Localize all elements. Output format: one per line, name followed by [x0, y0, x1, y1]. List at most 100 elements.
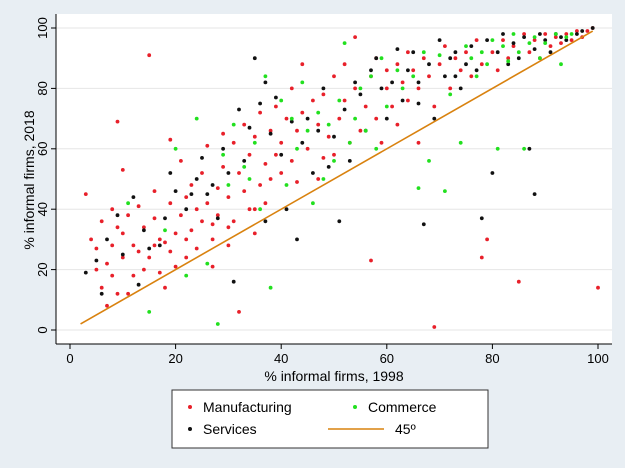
point-commerce-44 — [437, 53, 442, 58]
point-services-32 — [274, 95, 278, 100]
point-manufacturing-77 — [289, 159, 294, 163]
point-manufacturing-141 — [559, 41, 563, 45]
data-points — [83, 26, 600, 329]
point-commerce-52 — [485, 62, 489, 67]
point-manufacturing-90 — [342, 98, 347, 103]
point-manufacturing-15 — [120, 168, 125, 172]
point-commerce-6 — [205, 261, 210, 266]
point-manufacturing-17 — [126, 213, 130, 218]
point-manufacturing-48 — [210, 264, 215, 269]
point-manufacturing-88 — [332, 74, 336, 79]
point-manufacturing-8 — [110, 207, 115, 212]
point-commerce-5 — [194, 116, 199, 121]
point-manufacturing-84 — [316, 122, 321, 127]
point-services-76 — [506, 62, 511, 67]
point-manufacturing-79 — [300, 110, 305, 115]
point-manufacturing-100 — [374, 116, 379, 121]
point-commerce-55 — [501, 44, 505, 48]
point-manufacturing-135 — [527, 50, 532, 55]
point-manufacturing-42 — [189, 183, 194, 187]
x-tick-label-20: 20 — [168, 351, 182, 366]
point-commerce-53 — [490, 38, 495, 42]
point-manufacturing-60 — [242, 122, 247, 127]
point-manufacturing-44 — [200, 171, 204, 175]
point-services-27 — [252, 56, 257, 61]
point-manufacturing-12 — [115, 119, 120, 124]
point-services-16 — [194, 177, 199, 181]
point-commerce-54 — [495, 146, 500, 151]
point-commerce-48 — [464, 44, 468, 48]
point-commerce-12 — [247, 177, 252, 181]
point-services-89 — [575, 32, 579, 36]
gridlines — [56, 27, 612, 331]
point-manufacturing-114 — [427, 74, 431, 79]
point-manufacturing-66 — [258, 110, 262, 115]
point-services-44 — [337, 219, 342, 224]
point-services-64 — [443, 74, 447, 79]
point-manufacturing-109 — [406, 50, 410, 55]
point-manufacturing-93 — [353, 35, 357, 39]
point-commerce-36 — [379, 56, 384, 61]
point-manufacturing-46 — [205, 143, 210, 148]
point-services-46 — [347, 159, 352, 163]
point-manufacturing-4 — [99, 219, 104, 224]
point-manufacturing-144 — [575, 29, 579, 33]
point-manufacturing-101 — [379, 140, 384, 145]
point-manufacturing-37 — [179, 159, 183, 163]
point-manufacturing-23 — [142, 267, 146, 272]
point-services-88 — [564, 38, 569, 42]
point-manufacturing-64 — [252, 134, 257, 139]
point-services-92 — [453, 74, 458, 79]
point-manufacturing-6 — [105, 261, 109, 266]
point-services-24 — [237, 107, 241, 112]
point-services-85 — [548, 50, 553, 55]
point-services-0 — [83, 270, 88, 275]
point-manufacturing-87 — [332, 152, 336, 157]
point-manufacturing-71 — [268, 177, 273, 181]
point-manufacturing-65 — [252, 231, 257, 236]
point-manufacturing-11 — [115, 225, 120, 230]
point-manufacturing-27 — [152, 216, 157, 221]
point-commerce-2 — [163, 228, 167, 233]
point-manufacturing-117 — [437, 62, 442, 67]
point-manufacturing-125 — [479, 62, 484, 67]
point-manufacturing-155 — [194, 207, 199, 212]
point-services-41 — [321, 86, 326, 91]
point-commerce-66 — [564, 35, 569, 39]
point-manufacturing-131 — [506, 56, 511, 61]
point-commerce-49 — [469, 56, 474, 61]
point-commerce-59 — [522, 146, 526, 151]
point-commerce-61 — [532, 35, 537, 39]
point-commerce-16 — [268, 285, 273, 290]
point-manufacturing-36 — [173, 264, 178, 269]
point-manufacturing-19 — [131, 243, 136, 248]
point-commerce-46 — [448, 92, 453, 97]
point-services-69 — [469, 44, 474, 48]
point-services-57 — [406, 68, 410, 73]
point-services-56 — [400, 98, 405, 103]
point-manufacturing-157 — [168, 249, 173, 254]
point-services-65 — [448, 56, 453, 61]
point-manufacturing-115 — [432, 104, 437, 109]
point-services-5 — [120, 252, 125, 257]
point-commerce-31 — [353, 116, 357, 121]
point-manufacturing-80 — [300, 62, 305, 67]
point-manufacturing-32 — [163, 285, 167, 290]
point-commerce-33 — [363, 128, 368, 133]
point-manufacturing-146 — [585, 29, 590, 33]
point-manufacturing-7 — [105, 303, 109, 308]
point-manufacturing-156 — [184, 237, 189, 242]
point-services-53 — [384, 116, 389, 121]
point-services-71 — [479, 216, 484, 221]
point-services-22 — [226, 171, 231, 175]
point-commerce-58 — [516, 50, 521, 55]
point-manufacturing-130 — [501, 38, 505, 42]
point-commerce-13 — [252, 140, 257, 145]
point-manufacturing-123 — [469, 74, 474, 79]
point-manufacturing-128 — [490, 50, 495, 55]
point-commerce-1 — [147, 310, 152, 314]
point-manufacturing-158 — [152, 243, 157, 248]
point-services-77 — [511, 41, 516, 45]
point-manufacturing-35 — [173, 231, 178, 236]
